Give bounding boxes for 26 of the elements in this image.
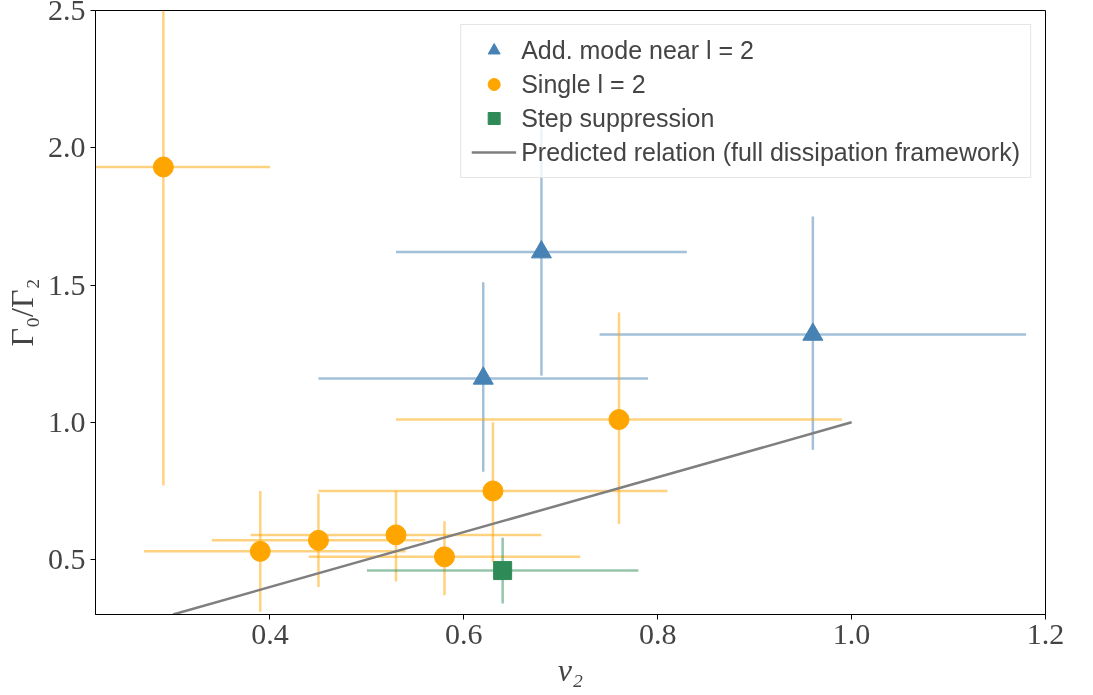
legend-label: Predicted relation (full dissipation framework) (521, 137, 1020, 167)
y-tick-label: 2.5 (48, 0, 86, 26)
point (433, 546, 455, 568)
point (493, 561, 513, 581)
point (530, 240, 552, 259)
x-tick-label: 0.6 (445, 616, 483, 650)
point (472, 366, 494, 385)
x-tick-label: 1.0 (832, 616, 871, 650)
legend-label: Step suppression (521, 103, 715, 133)
y-tick-label: 1.0 (48, 404, 86, 438)
legend-label: Add. mode near l = 2 (521, 35, 754, 65)
x-axis-title: v₂ (557, 651, 584, 688)
point (385, 524, 407, 546)
y-tick-label: 2.0 (48, 130, 86, 164)
point (802, 322, 824, 341)
point (307, 529, 329, 551)
point (608, 409, 630, 431)
x-tick-label: 0.4 (251, 616, 289, 650)
y-axis-title: Γ₀/Γ₂ (4, 278, 40, 347)
point (482, 480, 504, 502)
y-tick-label: 1.5 (48, 267, 86, 301)
legend-label: Single l = 2 (521, 69, 646, 99)
point (249, 540, 271, 562)
x-tick-label: 0.8 (638, 616, 677, 650)
y-tick-label: 0.5 (48, 542, 86, 576)
x-tick-label: 1.2 (1026, 616, 1065, 650)
